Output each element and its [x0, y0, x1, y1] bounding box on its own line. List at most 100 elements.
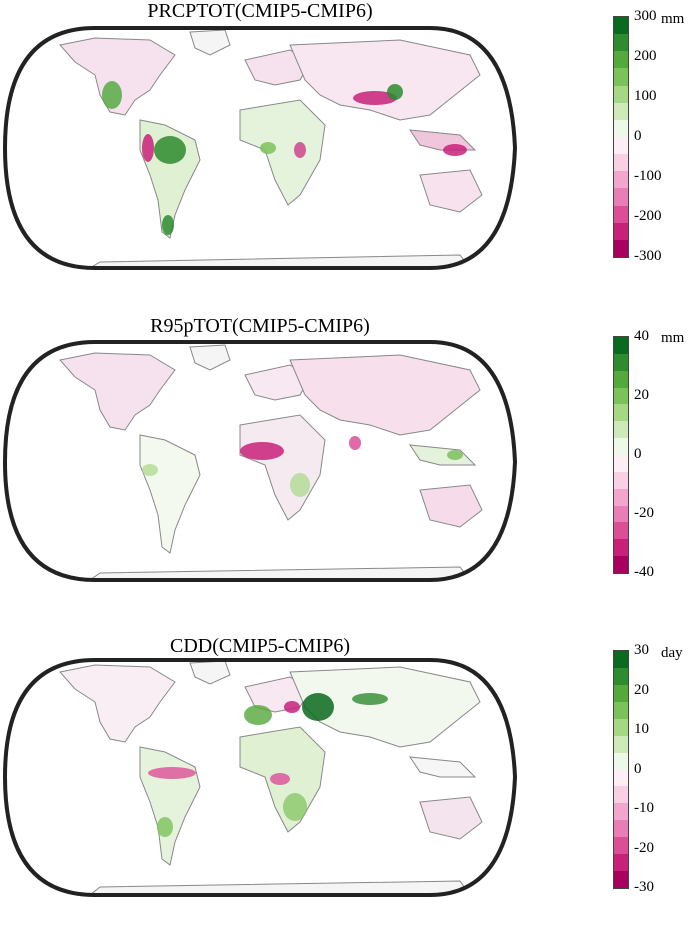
panel-title: PRCPTOT(CMIP5-CMIP6) [147, 0, 373, 22]
south-america [139, 434, 201, 554]
colorbar-segment [614, 871, 628, 889]
colorbar-tick-label: -300 [634, 248, 662, 264]
anomaly-blob [148, 767, 196, 779]
colorbar-tick-label: -10 [634, 800, 654, 816]
south-america [139, 746, 201, 866]
colorbar-segment [614, 85, 628, 104]
colorbar-segment [614, 651, 628, 669]
africa [239, 414, 326, 521]
antarctica [88, 566, 472, 580]
greenland [189, 344, 231, 371]
anomaly-blob [157, 817, 173, 837]
anomaly-blob [102, 81, 122, 109]
colorbar-segment [614, 786, 628, 804]
colorbar-segment [614, 387, 628, 405]
colorbar-segment [614, 119, 628, 138]
europe [244, 364, 311, 401]
antarctica [88, 880, 471, 895]
panel-r95ptot: R95pTOT(CMIP5-CMIP6) mm 40 20 0 -20 -40 [0, 315, 692, 620]
colorbar-tick-label: -200 [634, 208, 662, 224]
colorbar-segment [614, 718, 628, 737]
colorbar-segment [614, 769, 628, 787]
panel-cdd: CDD(CMIP5-CMIP6) day 30 20 10 0 -10 -20 -3 [0, 627, 692, 932]
colorbar-tick-label: 200 [634, 48, 657, 64]
colorbar-tick-label: 0 [634, 446, 642, 462]
colorbar-segment [614, 820, 628, 838]
colorbar-segment [614, 684, 628, 703]
anomaly-blob [387, 84, 403, 100]
world-map [2, 26, 518, 270]
colorbar-tick-label: 0 [634, 128, 642, 144]
colorbar-segment [614, 539, 628, 557]
colorbar-tick-label: 20 [634, 387, 649, 403]
colorbar-segment [614, 188, 628, 207]
colorbar-segment [614, 404, 628, 422]
colorbar-segment [614, 34, 628, 52]
colorbar-segment [614, 239, 628, 258]
colorbar-segment [614, 752, 628, 770]
panel-title: R95pTOT(CMIP5-CMIP6) [150, 315, 370, 337]
colorbar-tick-label: 0 [634, 760, 642, 777]
anomaly-blob [443, 144, 467, 156]
colorbar-unit: mm [661, 11, 685, 27]
colorbar-segment [614, 353, 628, 372]
anomaly-blob [352, 693, 388, 705]
colorbar-tick-label: 100 [634, 88, 657, 104]
colorbar-unit: day [661, 645, 683, 661]
colorbar-tick-label: -20 [634, 839, 654, 856]
colorbar-segment [614, 171, 628, 189]
colorbar [613, 16, 629, 258]
colorbar-tick-label: 30 [634, 642, 649, 658]
australia [419, 484, 483, 528]
colorbar-segment [614, 471, 628, 490]
colorbar-segment [614, 837, 628, 855]
anomaly-blob [270, 773, 290, 785]
colorbar-tick-label: -20 [634, 505, 654, 521]
colorbar-segment [614, 803, 628, 821]
panel-prcptot: PRCPTOT(CMIP5-CMIP6) [0, 0, 692, 305]
colorbar-segment [614, 854, 628, 872]
colorbar-segment [614, 488, 628, 507]
colorbar-segment [614, 222, 628, 241]
australia [419, 169, 483, 213]
north-america [59, 37, 176, 116]
colorbar-segment [614, 51, 628, 69]
colorbar-tick-label: -100 [634, 168, 662, 184]
africa [239, 99, 326, 206]
world-map [2, 658, 518, 897]
colorbar-tick-label: 10 [634, 721, 649, 737]
colorbar-tick-label: 300 [634, 8, 657, 24]
europe [244, 49, 311, 86]
colorbar-segment [614, 667, 628, 686]
anomaly-blob [142, 464, 158, 476]
anomaly-blob [349, 436, 361, 450]
panel-title: CDD(CMIP5-CMIP6) [169, 635, 351, 657]
anomaly-blob [240, 442, 284, 460]
colorbar-segment [614, 455, 628, 473]
colorbar [613, 336, 629, 574]
colorbar-segment [614, 421, 628, 439]
asia [289, 39, 481, 121]
colorbar [613, 650, 629, 889]
anomaly-blob [302, 693, 334, 721]
indonesia [408, 444, 477, 466]
anomaly-blob [142, 134, 154, 162]
colorbar-segment [614, 205, 628, 224]
colorbar-unit: mm [661, 330, 685, 346]
anomaly-blob [284, 701, 300, 713]
anomaly-blob [244, 705, 272, 725]
greenland [189, 29, 231, 56]
colorbar-segment [614, 735, 628, 754]
indonesia [408, 756, 477, 778]
anomaly-blob [283, 793, 307, 821]
anomaly-blob [447, 450, 463, 460]
world-map [2, 340, 518, 582]
colorbar-tick-label: -40 [634, 564, 654, 580]
north-america [59, 664, 176, 743]
greenland [189, 660, 231, 685]
colorbar-segment [614, 102, 628, 121]
colorbar-segment [614, 68, 628, 87]
anomaly-blob [154, 136, 186, 164]
asia [289, 354, 481, 436]
colorbar-segment [614, 522, 628, 540]
